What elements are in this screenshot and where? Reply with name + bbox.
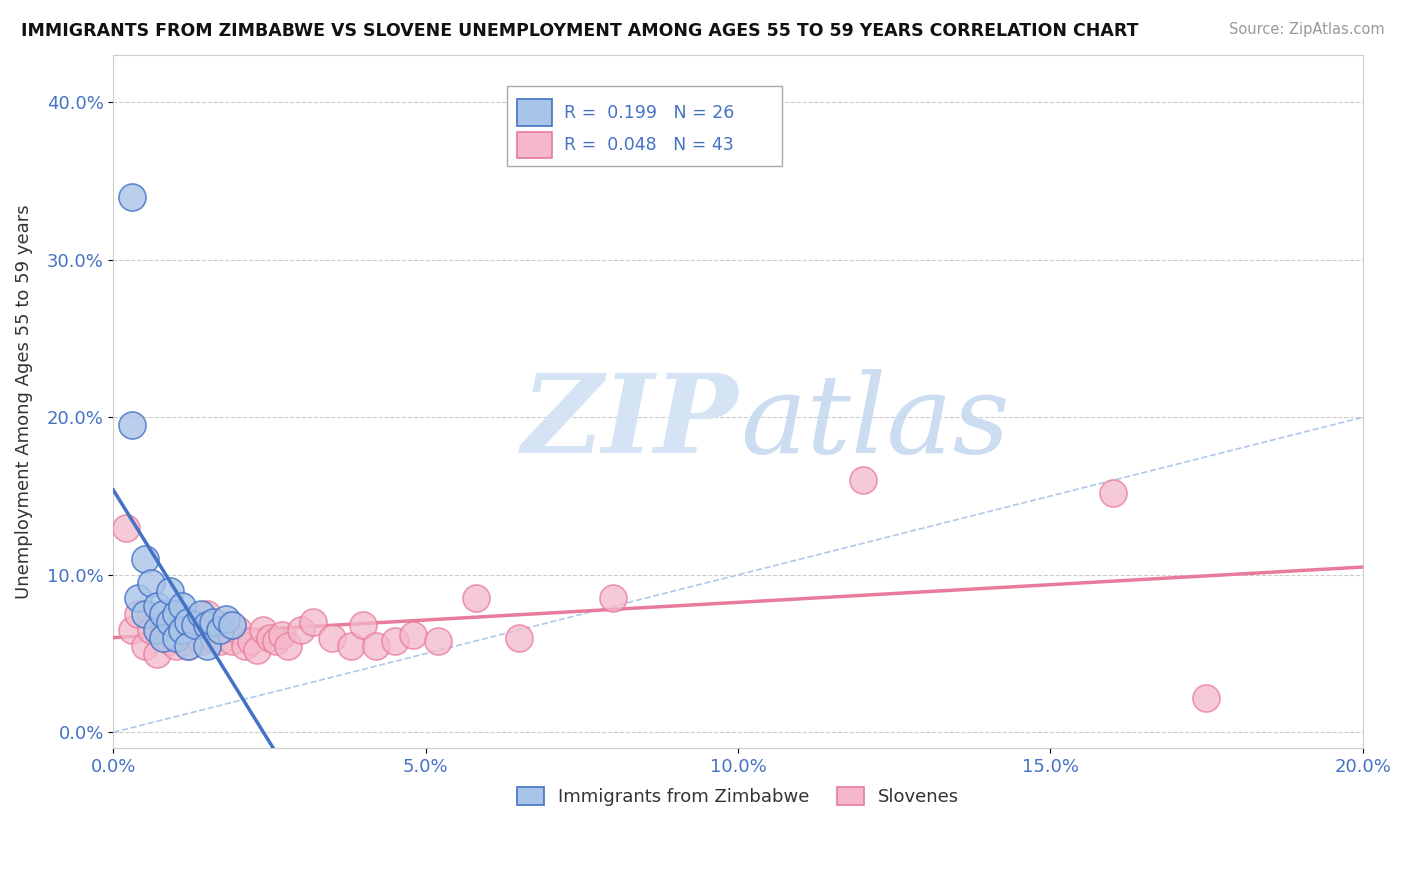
Point [290,623,312,637]
Point [134,552,156,566]
Point [271,627,294,641]
Point [1101,486,1123,500]
Point [239,634,262,648]
Point [384,634,406,648]
Point [152,631,174,645]
Point [183,618,205,632]
Point [195,618,218,632]
FancyBboxPatch shape [517,132,553,159]
Point [190,607,212,622]
Point [1195,690,1218,705]
Point [165,631,187,645]
Point [852,473,875,487]
FancyBboxPatch shape [508,87,782,166]
Point [202,615,225,629]
Point [364,639,387,653]
Point [277,639,299,653]
Point [233,639,256,653]
Point [508,631,530,645]
Point [165,607,187,622]
Y-axis label: Unemployment Among Ages 55 to 59 years: Unemployment Among Ages 55 to 59 years [15,204,32,599]
Point [159,634,181,648]
FancyBboxPatch shape [517,100,553,126]
Point [165,639,187,653]
Point [121,190,143,204]
Point [228,623,250,637]
Text: R =  0.199   N = 26: R = 0.199 N = 26 [564,103,735,121]
Point [202,631,225,645]
Point [252,623,274,637]
Point [121,418,143,433]
Point [208,634,231,648]
Point [602,591,624,606]
Point [321,631,343,645]
Point [177,639,200,653]
Point [427,634,450,648]
Point [127,591,149,606]
Point [159,615,181,629]
Point [208,623,231,637]
Point [172,623,194,637]
Point [183,618,205,632]
Point [264,634,287,648]
Point [165,607,187,622]
Text: ZIP: ZIP [522,368,738,476]
Point [177,615,200,629]
Point [172,623,194,637]
Point [221,634,243,648]
Point [340,639,363,653]
Point [464,591,486,606]
Point [195,639,218,653]
Point [177,639,200,653]
Point [115,520,138,534]
Point [139,623,162,637]
Point [152,618,174,632]
Point [121,623,143,637]
Point [146,647,169,661]
Legend: Immigrants from Zimbabwe, Slovenes: Immigrants from Zimbabwe, Slovenes [508,778,969,815]
Point [246,643,269,657]
Text: Source: ZipAtlas.com: Source: ZipAtlas.com [1229,22,1385,37]
Point [302,615,325,629]
Point [159,583,181,598]
Point [127,607,149,622]
Text: atlas: atlas [741,368,1010,476]
Point [134,607,156,622]
Point [172,599,194,614]
Point [215,618,238,632]
Point [146,623,169,637]
Text: IMMIGRANTS FROM ZIMBABWE VS SLOVENE UNEMPLOYMENT AMONG AGES 55 TO 59 YEARS CORRE: IMMIGRANTS FROM ZIMBABWE VS SLOVENE UNEM… [21,22,1139,40]
Point [152,607,174,622]
Point [221,618,243,632]
Point [139,575,162,590]
Point [190,634,212,648]
Point [402,627,425,641]
Point [134,639,156,653]
Point [215,612,238,626]
Point [195,607,218,622]
Text: R =  0.048   N = 43: R = 0.048 N = 43 [564,136,734,154]
Point [146,599,169,614]
Point [352,618,374,632]
Point [259,631,281,645]
